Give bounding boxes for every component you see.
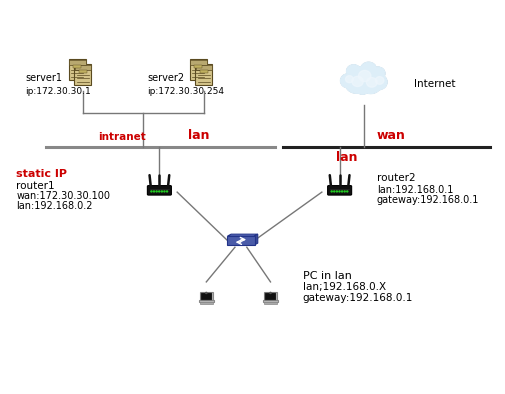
Circle shape [370,74,388,90]
FancyBboxPatch shape [264,292,277,301]
Text: ip:172.30.30.254: ip:172.30.30.254 [147,87,224,96]
Text: intranet: intranet [98,132,146,142]
Text: lan:192.168.0.1: lan:192.168.0.1 [377,184,453,195]
Circle shape [375,76,384,84]
Circle shape [345,73,368,93]
Circle shape [164,191,165,192]
Circle shape [355,80,370,94]
Circle shape [340,74,356,88]
FancyBboxPatch shape [194,65,202,68]
Circle shape [359,71,371,82]
Circle shape [370,74,387,90]
FancyBboxPatch shape [75,65,91,70]
Circle shape [360,74,381,94]
Text: gateway:192.168.0.1: gateway:192.168.0.1 [377,195,479,205]
Circle shape [346,65,361,78]
Circle shape [167,191,168,192]
Circle shape [371,67,385,80]
Circle shape [340,73,357,88]
FancyBboxPatch shape [227,236,255,245]
FancyBboxPatch shape [265,293,276,300]
Circle shape [154,191,155,192]
Circle shape [344,191,345,192]
Text: wan:172.30.30.100: wan:172.30.30.100 [16,191,110,201]
FancyBboxPatch shape [147,186,171,195]
Polygon shape [254,234,258,245]
Text: lan: lan [336,151,358,164]
Circle shape [336,191,337,192]
Text: ip:172.30.30.1: ip:172.30.30.1 [25,87,91,96]
FancyBboxPatch shape [200,302,213,303]
Circle shape [270,292,271,294]
Circle shape [352,76,363,87]
FancyBboxPatch shape [264,302,277,303]
Circle shape [370,67,385,80]
FancyBboxPatch shape [195,64,212,85]
Circle shape [341,191,342,192]
Text: router2: router2 [377,173,415,184]
FancyBboxPatch shape [73,65,81,68]
Circle shape [361,62,376,76]
FancyBboxPatch shape [199,292,213,301]
Text: Internet: Internet [414,79,455,89]
Circle shape [331,191,332,192]
FancyBboxPatch shape [190,59,207,80]
Text: wan: wan [377,129,406,142]
FancyBboxPatch shape [201,293,212,300]
Circle shape [156,191,157,192]
Text: PC in lan: PC in lan [302,271,351,281]
Text: server2: server2 [147,73,184,84]
Circle shape [367,78,377,87]
Circle shape [360,62,377,77]
Circle shape [161,191,163,192]
FancyBboxPatch shape [74,64,91,85]
Text: static IP: static IP [16,169,67,179]
Text: server1: server1 [25,73,62,84]
Circle shape [350,66,377,89]
FancyBboxPatch shape [200,70,208,73]
Text: gateway:192.168.0.1: gateway:192.168.0.1 [302,293,413,303]
Circle shape [344,72,369,94]
Text: router1: router1 [16,181,55,191]
Circle shape [360,74,382,94]
Polygon shape [228,234,258,236]
FancyBboxPatch shape [263,300,278,302]
FancyBboxPatch shape [195,65,212,70]
FancyBboxPatch shape [69,59,85,65]
Circle shape [151,191,152,192]
Circle shape [354,80,371,95]
Text: lan;192.168.0.X: lan;192.168.0.X [302,282,386,292]
Text: lan:192.168.0.2: lan:192.168.0.2 [16,201,93,211]
Circle shape [346,64,361,78]
Circle shape [159,191,160,192]
Circle shape [351,66,376,89]
Text: lan: lan [188,129,210,142]
Circle shape [339,191,340,192]
FancyBboxPatch shape [328,186,351,195]
FancyBboxPatch shape [69,59,86,80]
FancyBboxPatch shape [190,59,207,65]
Circle shape [347,191,348,192]
Circle shape [206,292,207,294]
Circle shape [345,76,353,83]
FancyBboxPatch shape [199,300,214,302]
FancyBboxPatch shape [79,70,87,73]
Circle shape [334,191,335,192]
